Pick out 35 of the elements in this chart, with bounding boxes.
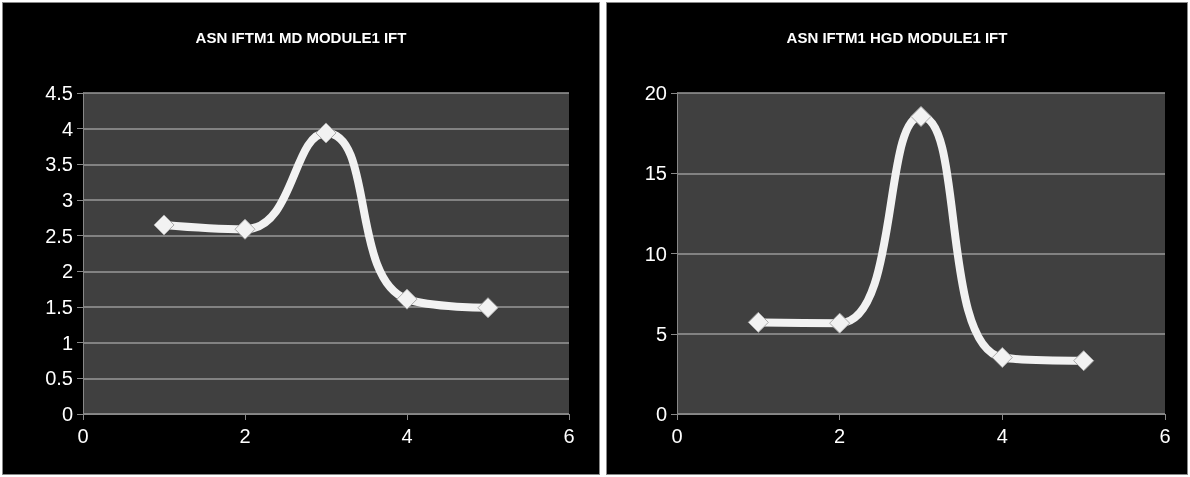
y-tick-label: 5 <box>655 322 667 345</box>
y-tick-label: 15 <box>644 162 667 185</box>
y-tick-label: 10 <box>644 242 667 265</box>
y-tick-label: 0.5 <box>45 367 73 390</box>
point <box>910 105 932 127</box>
point <box>747 311 769 333</box>
point <box>477 297 499 319</box>
point <box>829 312 851 334</box>
x-tick-label: 2 <box>239 425 251 447</box>
chart-title: ASN IFTM1 HGD MODULE1 IFT <box>786 29 1008 46</box>
point <box>234 218 256 240</box>
y-tick-label: 1 <box>61 331 73 354</box>
x-tick-label: 6 <box>1159 425 1171 447</box>
x-tick-label: 2 <box>834 425 846 447</box>
x-tick-label: 4 <box>401 425 413 447</box>
y-tick-label: 1.5 <box>45 296 73 318</box>
x-tick-label: 4 <box>996 425 1008 447</box>
point <box>1073 350 1095 372</box>
y-tick-label: 4.5 <box>45 82 73 104</box>
y-tick-label: 20 <box>644 82 667 104</box>
y-tick-label: 2 <box>61 260 73 283</box>
y-tick-label: 4 <box>61 117 73 140</box>
chart-title: ASN IFTM1 MD MODULE1 IFT <box>195 29 407 46</box>
x-tick-label: 0 <box>671 425 683 447</box>
point <box>396 288 418 310</box>
point <box>991 347 1013 368</box>
y-tick-label: 2.5 <box>45 224 73 247</box>
x-tick-label: 6 <box>563 425 575 447</box>
y-tick-label: 3.5 <box>45 153 73 176</box>
point <box>153 214 175 236</box>
y-tick-label: 0 <box>655 403 667 425</box>
y-tick-label: 3 <box>61 189 73 211</box>
y-tick-label: 0 <box>61 403 73 425</box>
x-tick-label: 0 <box>77 425 89 447</box>
point <box>315 122 337 144</box>
